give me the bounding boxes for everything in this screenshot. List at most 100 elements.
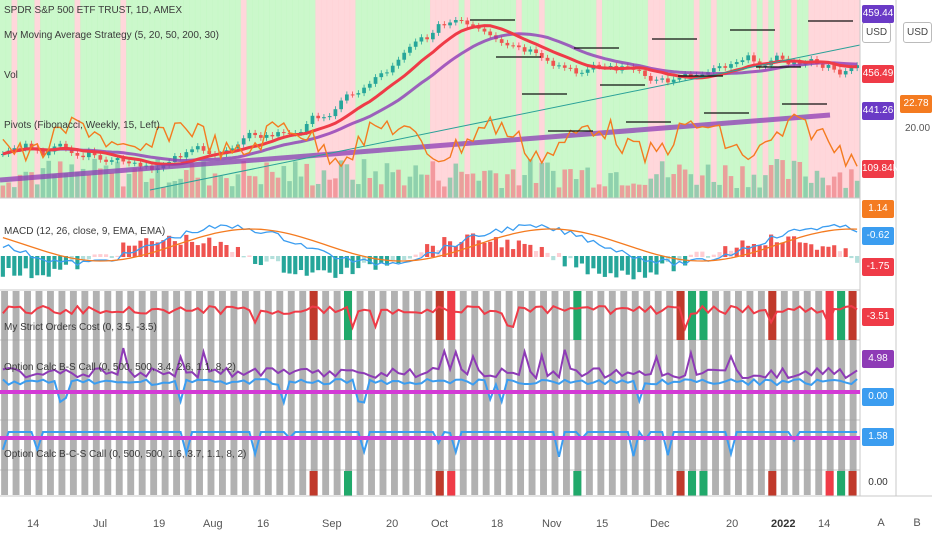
macd-histogram-bar [258,256,263,266]
candle-body [580,72,584,74]
macd-histogram-bar [620,256,625,271]
candle-body [820,64,825,68]
volume-bar [218,175,223,198]
trend-bg-band [217,0,224,198]
macd-histogram-bar [241,256,246,258]
trend-bg-band [166,0,173,198]
trend-bg-band [475,0,482,198]
trend-bg-band [223,0,230,198]
log-scale-button[interactable]: B [913,517,921,529]
macd-histogram-bar [470,233,476,257]
macd-histogram-bar [40,256,46,276]
x-tick: Dec [650,518,670,530]
macd-histogram-bar [287,256,292,274]
currency-label-left[interactable]: USD [862,22,892,43]
candle-body [729,64,733,68]
candle-body [752,55,756,62]
indicator-legend-vol[interactable]: Vol [4,70,18,81]
trend-bg-band [212,0,219,198]
trend-bg-band [779,0,786,198]
trend-bg-band [510,0,517,198]
macd-badge-2: -0.62 [862,227,894,245]
currency-label-right[interactable]: USD [903,22,932,43]
volume-bar [293,161,298,198]
trend-bg-band [556,0,563,198]
trend-bg-band [361,0,368,198]
macd-histogram-bar [631,256,636,280]
auto-scale-button[interactable]: A [877,517,885,529]
candle-body [775,55,779,61]
candle-body [270,134,275,137]
macd-histogram-bar [688,254,693,257]
indicator-legend-option-bs[interactable]: Option Calc B-S Call (0, 500, 500, 3.4, … [4,362,236,373]
indicator-legend-option-bcs[interactable]: Option Calc B-C-S Call (0, 500, 500, 1.6… [4,449,247,460]
trend-bg-band [848,0,855,198]
volume-bar [132,168,137,198]
candle-body [723,66,728,68]
trend-bg-band [550,0,557,198]
signal-highlight [573,291,582,340]
indicator-legend-pivots[interactable]: Pivots (Fibonacci, Weekly, 15, Left) [4,120,160,131]
volume-bar [700,175,705,198]
volume-bar [379,184,384,198]
signal-highlight [837,291,846,340]
volume-bar [103,165,109,198]
candle-body [115,158,120,161]
trend-bg-band [120,0,127,198]
candle-body [253,132,257,136]
trend-bg-band [86,0,93,198]
volume-bar [631,183,636,198]
volume-bar [121,186,126,198]
trend-bg-band [791,0,798,198]
volume-bar [207,185,212,198]
macd-histogram-bar [568,256,573,259]
signal-highlight [768,291,777,340]
volume-bar [774,159,780,198]
trend-bg-band [825,0,832,198]
volume-bar [596,184,602,198]
trend-bg-band [22,0,29,198]
trend-bg-band [487,0,494,198]
volume-bar [373,171,378,198]
signal-highlight [688,471,697,496]
indicator-legend-orders[interactable]: My Strict Orders Cost (0, 3.5, -3.5) [4,322,157,333]
volume-bar [0,185,6,198]
x-tick: 20 [386,518,399,530]
macd-histogram-bar [18,256,23,276]
volume-bar [275,177,281,198]
trend-bg-band [401,0,408,198]
trend-bg-band [131,0,138,198]
candle-body [379,73,384,78]
volume-bar [264,162,269,198]
macd-histogram-bar [310,256,315,273]
trend-bg-band [739,0,746,198]
macd-histogram-bar [69,256,74,262]
volume-bar [442,186,447,198]
signal-highlight [676,471,685,496]
volume-bar [711,181,717,198]
volume-bar [23,171,29,198]
macd-histogram-bar [654,256,659,275]
indicator-legend-ma[interactable]: My Moving Average Strategy (5, 20, 50, 2… [4,30,219,41]
volume-bar [12,187,17,198]
candle-body [299,131,303,134]
volume-bar [820,177,825,198]
volume-bar [510,169,516,198]
trend-bg-band [642,0,649,198]
macd-histogram-bar [276,256,281,262]
volume-bar [470,173,476,198]
macd-histogram-bar [562,256,567,267]
macd-histogram-bar [545,252,550,257]
macd-histogram-bar [23,256,28,269]
macd-badge-3: -1.75 [862,258,894,276]
macd-histogram-bar [671,256,676,272]
volume-bar [791,160,797,198]
indicator-legend-macd[interactable]: MACD (12, 26, close, 9, EMA, EMA) [4,226,166,237]
candle-body [574,68,579,74]
candle-body [385,72,389,74]
volume-bar [327,179,332,198]
volume-bar [849,169,854,198]
candle-body [402,52,407,60]
trend-bg-band [280,0,287,198]
volume-bar [843,187,848,198]
